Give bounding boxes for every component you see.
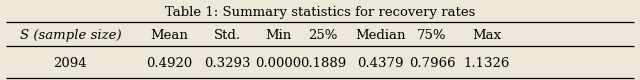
Text: 2094: 2094 [54,57,87,70]
Text: Median: Median [356,29,406,42]
Text: Std.: Std. [214,29,241,42]
Text: S (sample size): S (sample size) [20,29,121,42]
Text: Table 1: Summary statistics for recovery rates: Table 1: Summary statistics for recovery… [165,6,475,19]
Text: 0.0000: 0.0000 [255,57,301,70]
Text: 1.1326: 1.1326 [463,57,509,70]
Text: 25%: 25% [308,29,338,42]
Text: Mean: Mean [150,29,189,42]
Text: 0.3293: 0.3293 [204,57,250,70]
Text: 0.1889: 0.1889 [300,57,346,70]
Text: Max: Max [472,29,501,42]
Text: Min: Min [265,29,292,42]
Text: 0.4379: 0.4379 [358,57,404,70]
Text: 0.4920: 0.4920 [147,57,193,70]
Text: 75%: 75% [417,29,447,42]
Text: 0.7966: 0.7966 [409,57,455,70]
